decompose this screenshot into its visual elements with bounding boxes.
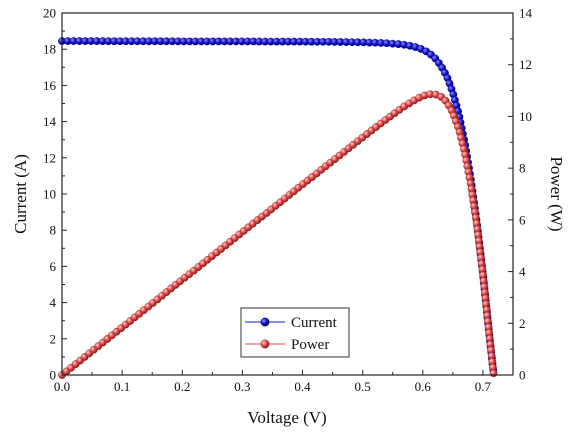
y-left-tick-label: 0 <box>50 368 57 383</box>
y-left-tick-label: 10 <box>43 187 56 202</box>
y-right-axis-ticks: 0 2 4 6 8 10 12 14 <box>508 6 533 383</box>
y-right-tick-label: 0 <box>519 368 526 383</box>
data-point-power <box>489 369 498 378</box>
x-tick-label: 0.5 <box>355 379 371 394</box>
y-left-axis-ticks: 0 2 4 6 8 10 12 14 16 18 20 <box>43 6 67 383</box>
x-tick-label: 0.3 <box>234 379 250 394</box>
y-right-tick-label: 10 <box>519 109 532 124</box>
y-left-tick-label: 20 <box>43 6 56 21</box>
x-tick-label: 0.0 <box>54 379 70 394</box>
legend-box <box>240 307 350 358</box>
y-right-tick-label: 12 <box>519 57 532 72</box>
legend-current-marker <box>260 317 270 327</box>
y-left-tick-label: 12 <box>43 150 56 165</box>
y-right-tick-label: 8 <box>519 161 526 176</box>
y-left-tick-label: 8 <box>50 223 57 238</box>
x-tick-label: 0.4 <box>294 379 311 394</box>
plot-area <box>58 37 498 379</box>
x-axis-ticks: 0.0 0.1 0.2 0.3 0.4 0.5 0.6 0.7 <box>54 370 514 394</box>
x-axis-title: Voltage (V) <box>247 408 326 427</box>
y-left-tick-label: 18 <box>43 42 56 57</box>
y-left-tick-label: 6 <box>50 259 57 274</box>
x-tick-label: 0.6 <box>415 379 432 394</box>
y-right-tick-label: 14 <box>519 6 533 21</box>
y-left-tick-label: 16 <box>43 78 57 93</box>
y-left-tick-label: 14 <box>43 114 57 129</box>
y-left-axis-title: Current (A) <box>11 154 30 234</box>
y-right-tick-label: 2 <box>519 316 526 331</box>
x-tick-label: 0.7 <box>475 379 492 394</box>
x-tick-label: 0.1 <box>114 379 130 394</box>
y-right-tick-label: 6 <box>519 212 526 227</box>
legend-power-label: Power <box>291 337 329 353</box>
x-tick-label: 0.2 <box>174 379 190 394</box>
y-left-tick-label: 4 <box>50 295 57 310</box>
y-right-tick-label: 4 <box>519 264 526 279</box>
legend-current-label: Current <box>291 315 338 331</box>
legend: Current Power <box>240 307 350 358</box>
y-left-tick-label: 2 <box>50 331 57 346</box>
series-power <box>58 90 498 379</box>
y-right-axis-title: Power (W) <box>547 156 566 231</box>
legend-power-marker <box>260 339 270 349</box>
